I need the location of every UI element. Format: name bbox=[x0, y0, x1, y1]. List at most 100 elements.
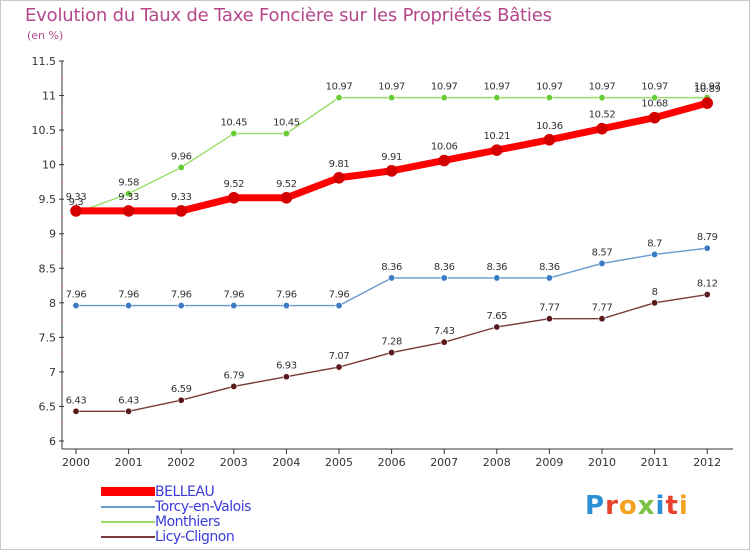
data-label-licy-clignon: 8 bbox=[652, 287, 658, 298]
x-tick-label: 2004 bbox=[272, 456, 300, 469]
y-minor-tick bbox=[61, 319, 63, 321]
data-point-torcy-en-valois bbox=[440, 274, 448, 282]
data-point-belleau bbox=[280, 192, 293, 204]
data-label-monthiers: 10.97 bbox=[536, 82, 563, 93]
data-label-belleau: 9.33 bbox=[66, 192, 87, 203]
y-minor-tick bbox=[61, 353, 63, 356]
data-label-torcy-en-valois: 7.96 bbox=[223, 290, 244, 301]
data-point-torcy-en-valois bbox=[177, 302, 185, 310]
data-point-monthiers bbox=[598, 94, 606, 102]
data-label-belleau: 9.52 bbox=[276, 179, 297, 190]
data-label-torcy-en-valois: 8.7 bbox=[647, 238, 662, 249]
data-label-licy-clignon: 7.77 bbox=[592, 303, 613, 314]
legend-label-licy-clignon: Licy-Clignon bbox=[155, 529, 235, 545]
data-point-belleau bbox=[438, 154, 451, 167]
logo-letter: o bbox=[618, 491, 638, 521]
legend-item-belleau: BELLEAU bbox=[101, 484, 361, 500]
y-tick-label: 9.5 bbox=[39, 193, 57, 206]
data-label-torcy-en-valois: 8.79 bbox=[697, 232, 718, 243]
data-point-monthiers bbox=[493, 94, 501, 102]
y-tick-label: 9 bbox=[49, 228, 56, 241]
x-tick-label: 2012 bbox=[693, 456, 721, 469]
data-point-licy-clignon bbox=[125, 407, 133, 415]
y-minor-tick bbox=[61, 181, 63, 183]
data-label-torcy-en-valois: 7.96 bbox=[329, 290, 350, 301]
data-point-belleau bbox=[122, 205, 135, 217]
logo-letter: i bbox=[655, 491, 666, 521]
data-label-licy-clignon: 6.79 bbox=[223, 370, 244, 381]
data-label-belleau: 9.91 bbox=[381, 152, 402, 163]
x-tick-label: 2006 bbox=[378, 456, 406, 469]
data-point-licy-clignon bbox=[335, 363, 343, 371]
y-tick-label: 8 bbox=[49, 297, 56, 310]
legend-swatch-monthiers bbox=[101, 521, 155, 523]
legend: BELLEAU Torcy-en-Valois Monthiers Licy-Clig… bbox=[101, 484, 361, 545]
x-tick-label: 2002 bbox=[167, 456, 195, 469]
data-point-licy-clignon bbox=[440, 338, 448, 346]
x-tick-label: 2000 bbox=[62, 456, 90, 469]
data-label-monthiers: 10.97 bbox=[431, 82, 458, 93]
y-minor-tick bbox=[61, 146, 63, 149]
y-tick-label: 11 bbox=[42, 90, 56, 103]
data-point-belleau bbox=[701, 97, 714, 109]
data-label-belleau: 10.52 bbox=[589, 110, 616, 121]
data-point-belleau bbox=[596, 122, 608, 135]
data-point-torcy-en-valois bbox=[651, 250, 659, 258]
data-label-licy-clignon: 7.43 bbox=[434, 326, 455, 337]
data-point-belleau bbox=[648, 111, 661, 124]
data-point-licy-clignon bbox=[598, 315, 606, 323]
data-point-monthiers bbox=[230, 130, 238, 138]
legend-swatch-licy-clignon bbox=[101, 536, 155, 538]
data-label-belleau: 9.33 bbox=[118, 192, 139, 203]
data-point-monthiers bbox=[440, 94, 448, 102]
x-tick-label: 2010 bbox=[588, 456, 616, 469]
logo-letter: r bbox=[605, 491, 619, 521]
legend-swatch-torcy-en-valois bbox=[101, 506, 155, 508]
data-label-licy-clignon: 7.65 bbox=[486, 311, 507, 322]
unit-label: (en %) bbox=[27, 29, 64, 42]
data-point-torcy-en-valois bbox=[545, 274, 553, 282]
y-minor-tick bbox=[61, 77, 63, 80]
data-point-belleau bbox=[228, 192, 240, 204]
data-point-licy-clignon bbox=[545, 315, 553, 323]
legend-label-torcy-en-valois: Torcy-en-Valois bbox=[155, 499, 251, 515]
logo-letter: t bbox=[665, 491, 679, 521]
data-point-monthiers bbox=[282, 130, 290, 138]
data-point-belleau bbox=[490, 144, 503, 156]
data-label-torcy-en-valois: 8.36 bbox=[381, 262, 402, 273]
data-label-licy-clignon: 6.43 bbox=[118, 395, 139, 406]
data-point-licy-clignon bbox=[651, 299, 659, 307]
data-point-torcy-en-valois bbox=[335, 302, 343, 310]
data-label-licy-clignon: 8.12 bbox=[697, 279, 718, 290]
legend-swatch-belleau bbox=[101, 487, 155, 496]
data-point-torcy-en-valois bbox=[493, 274, 501, 282]
data-label-belleau: 10.36 bbox=[536, 121, 563, 132]
data-label-licy-clignon: 7.28 bbox=[381, 337, 402, 348]
data-point-belleau bbox=[333, 171, 345, 184]
data-point-torcy-en-valois bbox=[282, 302, 290, 310]
data-point-licy-clignon bbox=[177, 396, 185, 404]
data-label-licy-clignon: 7.77 bbox=[539, 303, 560, 314]
data-point-monthiers bbox=[545, 94, 553, 102]
data-label-torcy-en-valois: 7.96 bbox=[118, 290, 139, 301]
y-minor-tick bbox=[61, 422, 63, 425]
data-label-torcy-en-valois: 8.36 bbox=[486, 262, 507, 273]
x-tick-label: 2009 bbox=[535, 456, 563, 469]
x-tick-label: 2007 bbox=[430, 456, 458, 469]
data-label-torcy-en-valois: 8.36 bbox=[539, 262, 560, 273]
legend-label-belleau: BELLEAU bbox=[155, 484, 215, 500]
data-label-belleau: 10.68 bbox=[641, 99, 668, 110]
data-label-licy-clignon: 6.59 bbox=[171, 384, 192, 395]
y-minor-tick bbox=[61, 111, 63, 114]
data-point-torcy-en-valois bbox=[72, 302, 80, 310]
y-tick-label: 10 bbox=[42, 159, 56, 172]
data-label-monthiers: 10.97 bbox=[641, 82, 668, 93]
y-tick-label: 6 bbox=[49, 435, 56, 448]
data-label-belleau: 9.81 bbox=[329, 159, 350, 170]
y-minor-tick bbox=[61, 284, 63, 287]
logo-letter: i bbox=[678, 491, 689, 521]
data-point-belleau bbox=[385, 165, 398, 177]
data-point-torcy-en-valois bbox=[125, 302, 133, 310]
